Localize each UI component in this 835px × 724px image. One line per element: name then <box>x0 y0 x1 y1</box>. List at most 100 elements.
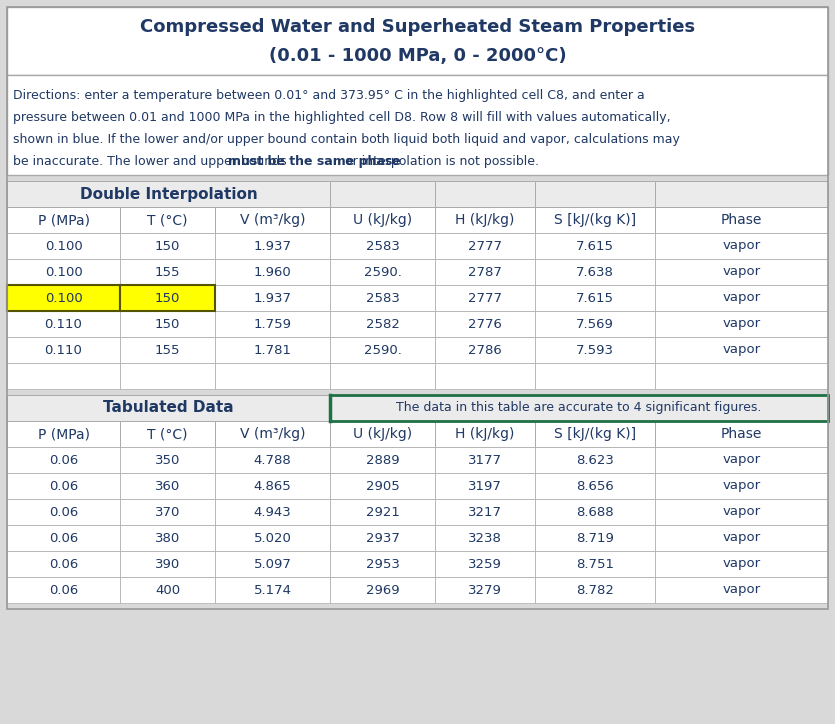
Bar <box>120 285 215 311</box>
Text: V (m³/kg): V (m³/kg) <box>240 427 306 441</box>
Bar <box>435 421 535 447</box>
Bar <box>330 259 435 285</box>
Bar <box>435 577 535 603</box>
Text: 370: 370 <box>154 505 180 518</box>
Text: 2953: 2953 <box>366 557 399 571</box>
Bar <box>330 337 435 363</box>
Bar <box>330 499 435 525</box>
Text: vapor: vapor <box>722 318 761 330</box>
Text: 0.06: 0.06 <box>49 557 78 571</box>
Text: T (°C): T (°C) <box>147 213 188 227</box>
Text: 3177: 3177 <box>468 453 502 466</box>
Bar <box>655 473 828 499</box>
Text: 2590.: 2590. <box>363 266 402 279</box>
Text: 2905: 2905 <box>366 479 399 492</box>
Text: 390: 390 <box>154 557 180 571</box>
Text: H (kJ/kg): H (kJ/kg) <box>455 427 514 441</box>
Bar <box>435 447 535 473</box>
Bar <box>330 525 435 551</box>
Bar <box>330 447 435 473</box>
Bar <box>535 259 655 285</box>
Bar <box>330 207 435 233</box>
Bar <box>535 207 655 233</box>
Bar <box>655 207 828 233</box>
Text: 0.110: 0.110 <box>44 318 83 330</box>
Text: 2582: 2582 <box>366 318 399 330</box>
Bar <box>535 311 655 337</box>
Text: 7.615: 7.615 <box>576 240 614 253</box>
Text: vapor: vapor <box>722 531 761 544</box>
Text: 0.06: 0.06 <box>49 531 78 544</box>
Bar <box>215 447 330 473</box>
Text: 7.615: 7.615 <box>576 292 614 305</box>
Bar <box>535 181 655 207</box>
Bar <box>655 551 828 577</box>
Bar <box>7 447 120 473</box>
Text: 8.656: 8.656 <box>576 479 614 492</box>
Bar <box>435 207 535 233</box>
Text: 5.174: 5.174 <box>254 584 291 597</box>
Bar <box>535 421 655 447</box>
Bar <box>435 473 535 499</box>
Bar <box>655 181 828 207</box>
Bar <box>120 421 215 447</box>
Text: 2776: 2776 <box>468 318 502 330</box>
Bar <box>215 285 330 311</box>
Bar <box>435 363 535 389</box>
Text: 3259: 3259 <box>468 557 502 571</box>
Text: 380: 380 <box>154 531 180 544</box>
Bar <box>7 421 120 447</box>
Text: 8.688: 8.688 <box>576 505 614 518</box>
Bar <box>7 473 120 499</box>
Bar <box>655 577 828 603</box>
Bar <box>215 233 330 259</box>
Bar <box>215 363 330 389</box>
Bar <box>655 311 828 337</box>
Bar <box>215 577 330 603</box>
Text: Phase: Phase <box>721 427 762 441</box>
Text: 0.100: 0.100 <box>44 240 83 253</box>
Bar <box>655 285 828 311</box>
Text: 2583: 2583 <box>366 292 399 305</box>
Text: vapor: vapor <box>722 479 761 492</box>
Text: vapor: vapor <box>722 557 761 571</box>
Text: 3217: 3217 <box>468 505 502 518</box>
Bar <box>7 7 828 609</box>
Text: 2777: 2777 <box>468 240 502 253</box>
Bar <box>535 577 655 603</box>
Bar <box>7 337 120 363</box>
Text: 155: 155 <box>154 266 180 279</box>
Text: 350: 350 <box>154 453 180 466</box>
Text: Compressed Water and Superheated Steam Properties: Compressed Water and Superheated Steam P… <box>140 18 695 36</box>
Text: 155: 155 <box>154 343 180 356</box>
Bar <box>330 311 435 337</box>
Text: The data in this table are accurate to 4 significant figures.: The data in this table are accurate to 4… <box>397 402 762 415</box>
Text: 3197: 3197 <box>468 479 502 492</box>
Text: H (kJ/kg): H (kJ/kg) <box>455 213 514 227</box>
Bar <box>120 311 215 337</box>
Bar <box>435 551 535 577</box>
Text: 0.06: 0.06 <box>49 479 78 492</box>
Text: vapor: vapor <box>722 240 761 253</box>
Text: 1.960: 1.960 <box>254 266 291 279</box>
Bar <box>655 525 828 551</box>
Text: 1.937: 1.937 <box>254 240 291 253</box>
Text: 8.623: 8.623 <box>576 453 614 466</box>
Text: T (°C): T (°C) <box>147 427 188 441</box>
Bar <box>435 181 535 207</box>
Bar <box>215 259 330 285</box>
Bar <box>330 363 435 389</box>
Text: 2590.: 2590. <box>363 343 402 356</box>
Text: 1.759: 1.759 <box>254 318 291 330</box>
Bar <box>215 525 330 551</box>
Bar <box>655 421 828 447</box>
Bar <box>330 233 435 259</box>
Text: 4.788: 4.788 <box>254 453 291 466</box>
Bar <box>535 551 655 577</box>
Text: Directions: enter a temperature between 0.01° and 373.95° C in the highlighted c: Directions: enter a temperature between … <box>13 89 645 102</box>
Text: S [kJ/(kg K)]: S [kJ/(kg K)] <box>554 213 636 227</box>
Bar <box>7 525 120 551</box>
Text: 8.719: 8.719 <box>576 531 614 544</box>
Text: 0.06: 0.06 <box>49 505 78 518</box>
Text: 3238: 3238 <box>468 531 502 544</box>
